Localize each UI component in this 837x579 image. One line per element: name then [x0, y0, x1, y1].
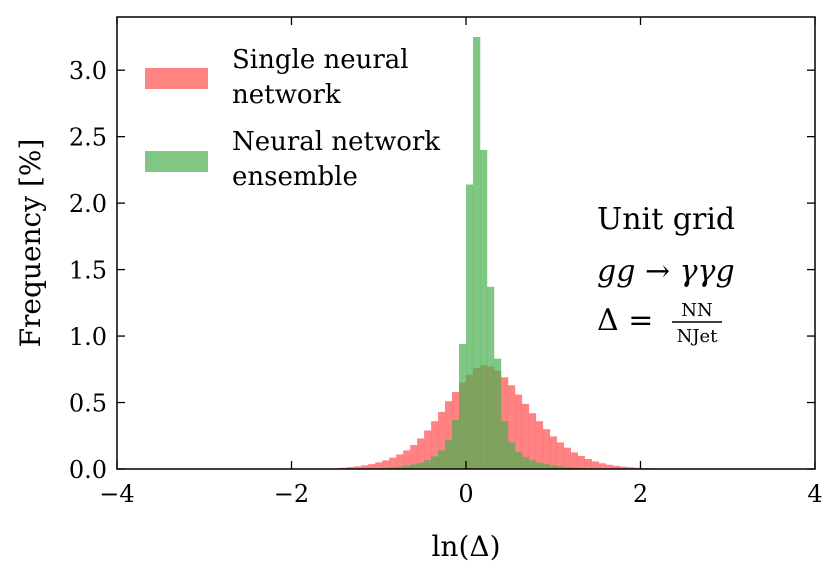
legend-label-single-line2: network — [232, 80, 341, 110]
y-axis-label: Frequency [%] — [14, 139, 47, 348]
single-network-bar — [542, 429, 551, 469]
ensemble-bar — [472, 36, 481, 470]
annotation-delta-lhs: Δ = — [597, 303, 653, 338]
ensemble-bar — [479, 149, 488, 470]
ensemble-bar — [389, 467, 397, 469]
ensemble-bar — [493, 358, 502, 469]
ensemble-bar — [417, 462, 425, 469]
annotation-delta-denominator: NJet — [677, 326, 719, 347]
single-network-bar — [354, 466, 362, 469]
x-tick-label: −2 — [274, 480, 309, 508]
single-network-bar — [605, 464, 613, 469]
single-network-bar — [528, 413, 537, 469]
ensemble-bar — [438, 450, 446, 469]
single-network-bar — [563, 447, 571, 469]
single-network-bar — [431, 421, 439, 469]
single-network-bar — [591, 461, 599, 469]
y-tick-label: 1.5 — [69, 257, 107, 285]
ensemble-bar — [535, 462, 544, 469]
ensemble-bar — [431, 456, 439, 469]
single-network-bar — [396, 454, 404, 469]
single-network-bar — [361, 465, 369, 469]
legend-label-single-line1: Single neural — [232, 45, 409, 75]
legend-label-ensemble-line2: ensemble — [232, 162, 358, 192]
single-network-bar — [424, 430, 432, 469]
ensemble-bar — [459, 344, 467, 469]
x-tick-label: −4 — [99, 480, 134, 508]
y-tick-label: 3.0 — [69, 57, 107, 85]
annotation-delta-numerator: NN — [681, 300, 713, 321]
annotation-block: Unit grid gg → γγg Δ = NN NJet — [597, 202, 735, 347]
annotation-process: gg → γγg — [597, 254, 735, 289]
single-network-bar — [382, 460, 390, 469]
ensemble-bar — [396, 466, 404, 469]
x-tick-label: 4 — [807, 480, 822, 508]
x-axis-ticks: −4 −2 0 2 4 — [99, 17, 823, 508]
y-tick-label: 1.0 — [69, 323, 107, 351]
single-network-bar — [535, 421, 544, 469]
ensemble-bar — [500, 421, 509, 469]
annotation-grid: Unit grid — [597, 202, 735, 237]
legend-swatch-single-network — [145, 68, 208, 89]
single-network-bar — [549, 436, 558, 469]
single-network-bar — [514, 394, 523, 469]
ensemble-bar — [466, 184, 474, 469]
y-axis-ticks: 0.0 0.5 1.0 1.5 2.0 2.5 3.0 — [69, 57, 815, 484]
ensemble-bar — [528, 460, 537, 469]
y-tick-label: 0.0 — [69, 456, 107, 484]
ensemble-bar — [514, 451, 523, 469]
y-tick-label: 2.0 — [69, 190, 107, 218]
ensemble-bar — [556, 466, 565, 469]
legend-swatch-ensemble — [145, 151, 208, 172]
ensemble-bar — [445, 439, 453, 469]
single-network-bar — [445, 401, 453, 469]
ensemble-bar — [542, 464, 551, 469]
x-axis-label: ln(Δ) — [431, 530, 500, 563]
ensemble-bar — [452, 419, 460, 469]
single-network-bar — [521, 403, 530, 469]
ensemble-bar — [521, 457, 530, 469]
single-network-bar — [570, 452, 578, 469]
single-network-bar — [417, 438, 425, 469]
ensemble-bar — [424, 460, 432, 469]
y-tick-label: 2.5 — [69, 124, 107, 152]
single-network-bar — [577, 455, 585, 469]
single-network-bar — [619, 466, 627, 469]
single-network-bar — [598, 463, 606, 469]
ensemble-bar — [410, 464, 418, 469]
ensemble-bar — [549, 465, 558, 469]
single-network-bar — [438, 411, 446, 469]
single-network-bar — [389, 457, 397, 469]
ensemble-bar — [563, 467, 571, 469]
single-network-bar — [507, 385, 516, 469]
legend: Single neural network Neural network ens… — [145, 45, 440, 192]
ensemble-bar — [403, 465, 411, 469]
single-network-bar — [584, 459, 592, 469]
ensemble-bar — [507, 442, 516, 469]
single-network-bar — [410, 445, 418, 469]
x-tick-label: 0 — [458, 480, 473, 508]
ensemble-bar — [486, 286, 495, 469]
single-network-bar — [375, 462, 383, 469]
single-network-bar — [403, 450, 411, 469]
ensemble-bars — [361, 36, 620, 470]
single-network-bar — [556, 442, 565, 469]
single-network-bar — [612, 465, 620, 469]
legend-label-ensemble-line1: Neural network — [232, 127, 440, 157]
y-tick-label: 0.5 — [69, 390, 107, 418]
single-network-bar — [368, 464, 376, 469]
single-network-bar — [626, 467, 634, 469]
x-tick-label: 2 — [633, 480, 648, 508]
single-network-bar — [347, 467, 355, 469]
